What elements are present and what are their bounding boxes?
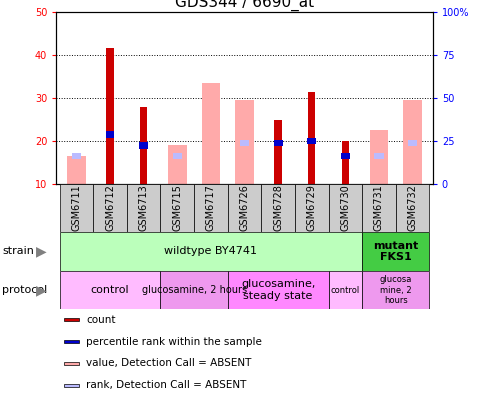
Bar (201, 83, 220, 184)
Bar (72, 153, 81, 159)
Bar (328, 184, 362, 232)
Text: GSM6717: GSM6717 (205, 185, 215, 231)
Bar (67, 156, 85, 184)
Bar (160, 271, 227, 309)
Bar (294, 184, 328, 232)
Bar (407, 140, 416, 147)
Bar (362, 232, 428, 271)
Text: wildtype BY4741: wildtype BY4741 (164, 246, 257, 257)
Text: glucosamine,
steady state: glucosamine, steady state (241, 279, 315, 301)
Text: value, Detection Call = ABSENT: value, Detection Call = ABSENT (86, 358, 251, 368)
Bar (341, 141, 348, 184)
Bar (340, 153, 349, 159)
Bar (105, 131, 114, 138)
Bar (63, 362, 79, 365)
Text: GSM6726: GSM6726 (239, 185, 249, 231)
Bar (306, 138, 316, 144)
Title: GDS344 / 6690_at: GDS344 / 6690_at (175, 0, 313, 11)
Text: percentile rank within the sample: percentile rank within the sample (86, 337, 262, 346)
Bar (168, 145, 186, 184)
Text: control: control (330, 286, 359, 295)
Bar (395, 184, 428, 232)
Bar (328, 271, 362, 309)
Bar (194, 184, 227, 232)
Text: GSM6728: GSM6728 (273, 185, 283, 231)
Bar (227, 184, 261, 232)
Bar (374, 153, 383, 159)
Bar (362, 271, 428, 309)
Text: glucosamine, 2 hours: glucosamine, 2 hours (141, 285, 246, 295)
Text: glucosa
mine, 2
hours: glucosa mine, 2 hours (379, 275, 411, 305)
Text: control: control (91, 285, 129, 295)
Bar (160, 184, 194, 232)
Bar (63, 340, 79, 343)
Text: GSM6730: GSM6730 (340, 185, 349, 231)
Bar (274, 120, 281, 184)
Bar (261, 184, 294, 232)
Text: GSM6712: GSM6712 (105, 185, 115, 231)
Text: ▶: ▶ (36, 283, 47, 297)
Bar (139, 142, 148, 148)
Text: protocol: protocol (2, 285, 48, 295)
Bar (362, 184, 395, 232)
Bar (273, 140, 282, 147)
Bar (126, 184, 160, 232)
Text: GSM6711: GSM6711 (71, 185, 81, 231)
Bar (93, 184, 126, 232)
Bar (106, 48, 114, 184)
Bar (60, 271, 160, 309)
Bar (369, 130, 387, 184)
Bar (227, 271, 328, 309)
Text: mutant
FKS1: mutant FKS1 (372, 241, 418, 262)
Bar (235, 100, 253, 184)
Bar (63, 384, 79, 386)
Bar (60, 184, 93, 232)
Text: rank, Detection Call = ABSENT: rank, Detection Call = ABSENT (86, 380, 246, 390)
Bar (172, 153, 182, 159)
Bar (307, 91, 315, 184)
Text: count: count (86, 315, 116, 325)
Bar (63, 318, 79, 321)
Bar (60, 232, 362, 271)
Text: GSM6732: GSM6732 (407, 185, 417, 231)
Bar (240, 140, 248, 147)
Text: ▶: ▶ (36, 244, 47, 259)
Text: GSM6713: GSM6713 (139, 185, 148, 231)
Bar (140, 107, 147, 184)
Text: GSM6715: GSM6715 (172, 185, 182, 231)
Text: GSM6731: GSM6731 (373, 185, 383, 231)
Text: strain: strain (2, 246, 34, 257)
Bar (403, 100, 421, 184)
Text: GSM6729: GSM6729 (306, 185, 316, 231)
